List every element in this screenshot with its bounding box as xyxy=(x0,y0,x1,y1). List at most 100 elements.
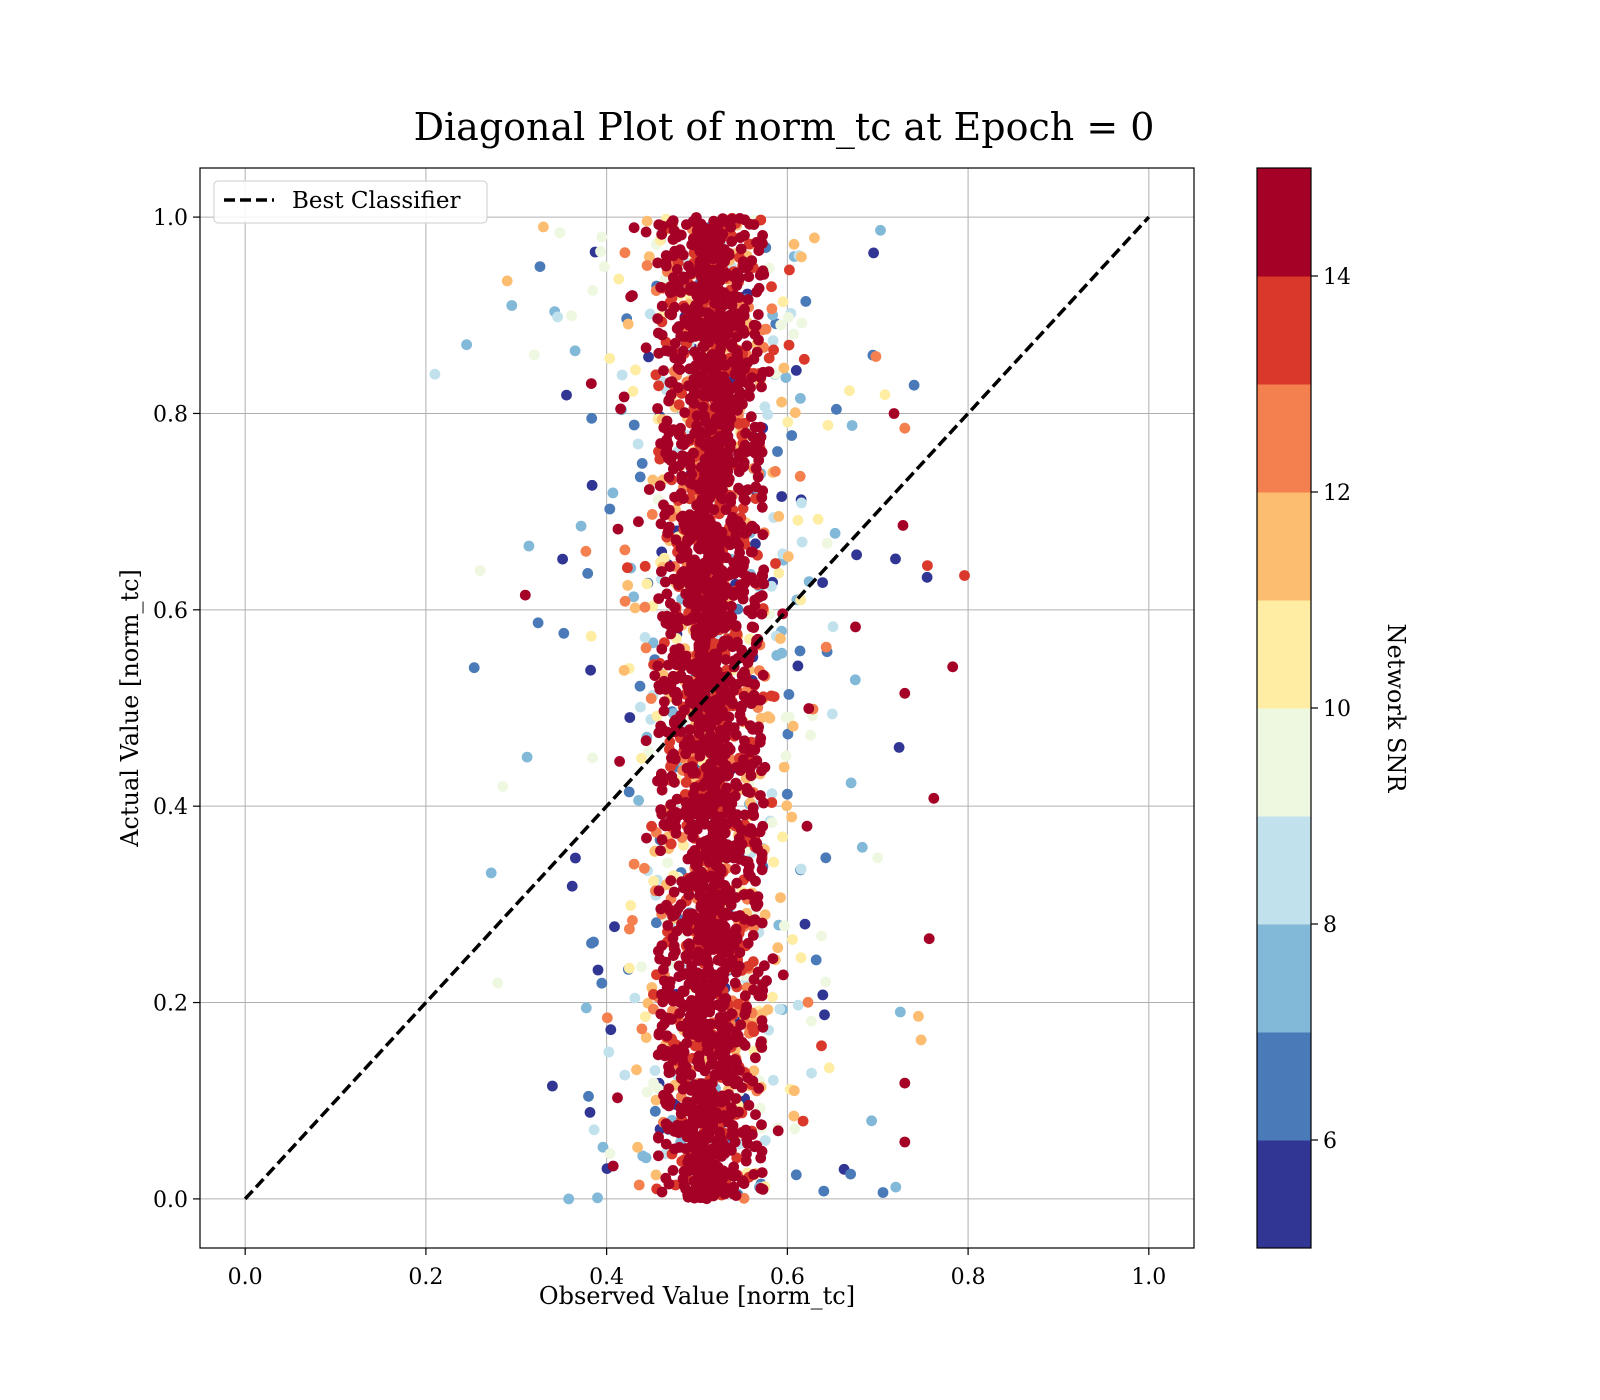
scatter-point xyxy=(656,940,668,951)
scatter-point xyxy=(768,344,779,356)
scatter-point xyxy=(745,546,757,558)
scatter-point xyxy=(798,353,810,365)
scatter-point xyxy=(673,971,685,982)
scatter-point xyxy=(868,247,879,259)
y-axis-ticks: 0.0 0.2 0.4 0.6 0.8 1.0 xyxy=(153,206,200,1213)
scatter-point xyxy=(732,353,744,365)
scatter-point xyxy=(701,605,713,616)
scatter-point xyxy=(627,385,639,397)
scatter-point xyxy=(639,632,651,643)
scatter-point xyxy=(660,1138,672,1150)
scatter-point xyxy=(730,620,742,631)
scatter-point xyxy=(662,438,674,450)
scatter-point xyxy=(759,909,771,921)
scatter-point xyxy=(756,864,768,876)
scatter-point xyxy=(660,576,671,588)
scatter-point xyxy=(664,561,676,572)
scatter-point xyxy=(756,608,768,620)
scatter-point xyxy=(959,570,970,581)
scatter-point xyxy=(668,225,680,237)
scatter-point xyxy=(782,416,794,428)
scatter-point xyxy=(720,654,732,665)
scatter-point xyxy=(794,645,806,657)
scatter-point xyxy=(692,934,704,946)
scatter-point xyxy=(711,383,723,395)
scatter-point xyxy=(754,826,766,838)
scatter-point xyxy=(658,422,670,433)
scatter-point xyxy=(648,875,659,887)
scatter-point xyxy=(730,729,742,741)
scatter-point xyxy=(655,518,667,530)
scatter-point xyxy=(890,553,901,565)
scatter-point xyxy=(580,1002,592,1014)
scatter-point xyxy=(775,319,787,331)
scatter-point xyxy=(669,776,680,788)
scatter-point xyxy=(698,332,710,344)
scatter-point xyxy=(719,732,731,743)
scatter-point xyxy=(673,960,685,972)
scatter-point xyxy=(649,1065,661,1076)
scatter-point xyxy=(588,936,599,948)
scatter-point xyxy=(752,898,764,910)
scatter-point xyxy=(653,1150,664,1162)
scatter-point xyxy=(588,1124,600,1136)
scatter-point xyxy=(723,473,735,485)
scatter-point xyxy=(720,993,732,1004)
y-tick-label: 0.8 xyxy=(153,402,188,427)
scatter-point xyxy=(730,1093,742,1104)
scatter-point xyxy=(701,1193,713,1205)
scatter-point xyxy=(669,602,681,614)
scatter-point xyxy=(716,337,727,349)
scatter-point xyxy=(745,411,757,423)
scatter-point xyxy=(749,577,761,589)
scatter-point xyxy=(660,1118,672,1130)
scatter-point xyxy=(641,832,652,844)
scatter-point xyxy=(698,581,710,593)
scatter-point xyxy=(710,785,721,797)
scatter-point xyxy=(699,453,711,465)
scatter-point xyxy=(822,419,834,431)
scatter-point xyxy=(729,1078,741,1090)
scatter-point xyxy=(686,976,697,988)
scatter-point xyxy=(705,1059,717,1070)
scatter-point xyxy=(795,393,806,404)
scatter-point xyxy=(585,664,596,676)
scatter-point xyxy=(615,403,626,415)
scatter-point xyxy=(899,422,911,434)
scatter-point xyxy=(774,1003,786,1015)
scatter-point xyxy=(523,540,535,552)
scatter-point xyxy=(680,539,691,551)
scatter-point xyxy=(697,877,709,888)
scatter-point xyxy=(866,1115,877,1127)
scatter-point xyxy=(783,689,795,700)
scatter-point xyxy=(668,463,679,475)
scatter-point xyxy=(698,285,710,297)
scatter-point xyxy=(714,1064,726,1076)
scatter-point xyxy=(694,483,706,495)
scatter-point xyxy=(792,660,804,672)
scatter-point xyxy=(585,378,597,389)
scatter-point xyxy=(697,341,709,352)
scatter-point xyxy=(557,553,568,565)
scatter-point xyxy=(718,635,730,647)
scatter-point xyxy=(738,493,750,504)
scatter-point xyxy=(726,236,738,247)
scatter-point xyxy=(872,852,884,864)
scatter-point xyxy=(672,382,684,394)
scatter-point xyxy=(563,1193,575,1205)
scatter-point xyxy=(737,256,749,268)
scatter-point xyxy=(697,1098,709,1109)
scatter-point xyxy=(667,1165,679,1176)
scatter-point xyxy=(775,633,786,644)
scatter-point xyxy=(736,1036,748,1048)
scatter-point xyxy=(720,907,731,919)
scatter-point xyxy=(628,222,640,234)
scatter-point xyxy=(726,600,737,612)
scatter-point xyxy=(781,800,793,812)
scatter-point xyxy=(792,999,804,1011)
scatter-point xyxy=(753,282,765,294)
scatter-point xyxy=(766,817,778,828)
scatter-point xyxy=(678,1046,690,1058)
scatter-point xyxy=(612,1092,623,1104)
scatter-point xyxy=(609,921,620,933)
